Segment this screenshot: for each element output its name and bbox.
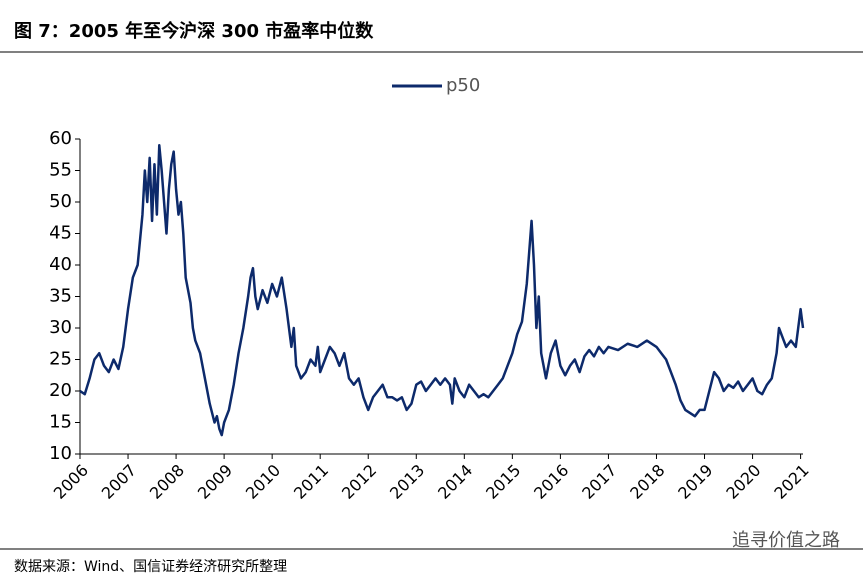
- y-tick-label: 35: [49, 286, 72, 307]
- x-tick-label: 2010: [242, 461, 284, 503]
- x-tick-label: 2013: [386, 461, 428, 503]
- x-tick-label: 2021: [770, 461, 812, 503]
- source-note: 数据来源：Wind、国信证券经济研究所整理: [14, 559, 287, 575]
- y-tick-label: 55: [49, 160, 72, 181]
- y-tick-label: 25: [49, 349, 72, 370]
- x-tick-label: 2011: [290, 461, 332, 503]
- chart-title: 图 7：2005 年至今沪深 300 市盈率中位数: [14, 20, 374, 42]
- y-tick-label: 40: [49, 254, 72, 275]
- y-tick-label: 45: [49, 223, 72, 244]
- y-tick-label: 10: [49, 443, 72, 464]
- y-tick-label: 30: [49, 317, 72, 338]
- y-tick-label: 60: [49, 128, 72, 149]
- legend-label: p50: [446, 75, 480, 96]
- x-tick-label: 2016: [530, 461, 572, 503]
- x-tick-label: 2009: [194, 461, 236, 503]
- x-tick-label: 2014: [434, 461, 476, 503]
- x-tick-label: 2015: [482, 461, 524, 503]
- y-tick-label: 50: [49, 191, 72, 212]
- x-tick-label: 2019: [674, 461, 716, 503]
- y-tick-label: 15: [49, 412, 72, 433]
- x-tick-label: 2008: [146, 461, 188, 503]
- x-tick-label: 2017: [578, 461, 620, 503]
- x-tick-label: 2007: [98, 461, 140, 503]
- watermark: 追寻价值之路: [732, 530, 840, 551]
- x-tick-label: 2018: [626, 461, 668, 503]
- x-tick-label: 2012: [338, 461, 380, 503]
- x-tick-label: 2006: [50, 461, 92, 503]
- series-line: [79, 144, 805, 437]
- x-tick-label: 2020: [722, 461, 764, 503]
- y-tick-label: 20: [49, 380, 72, 401]
